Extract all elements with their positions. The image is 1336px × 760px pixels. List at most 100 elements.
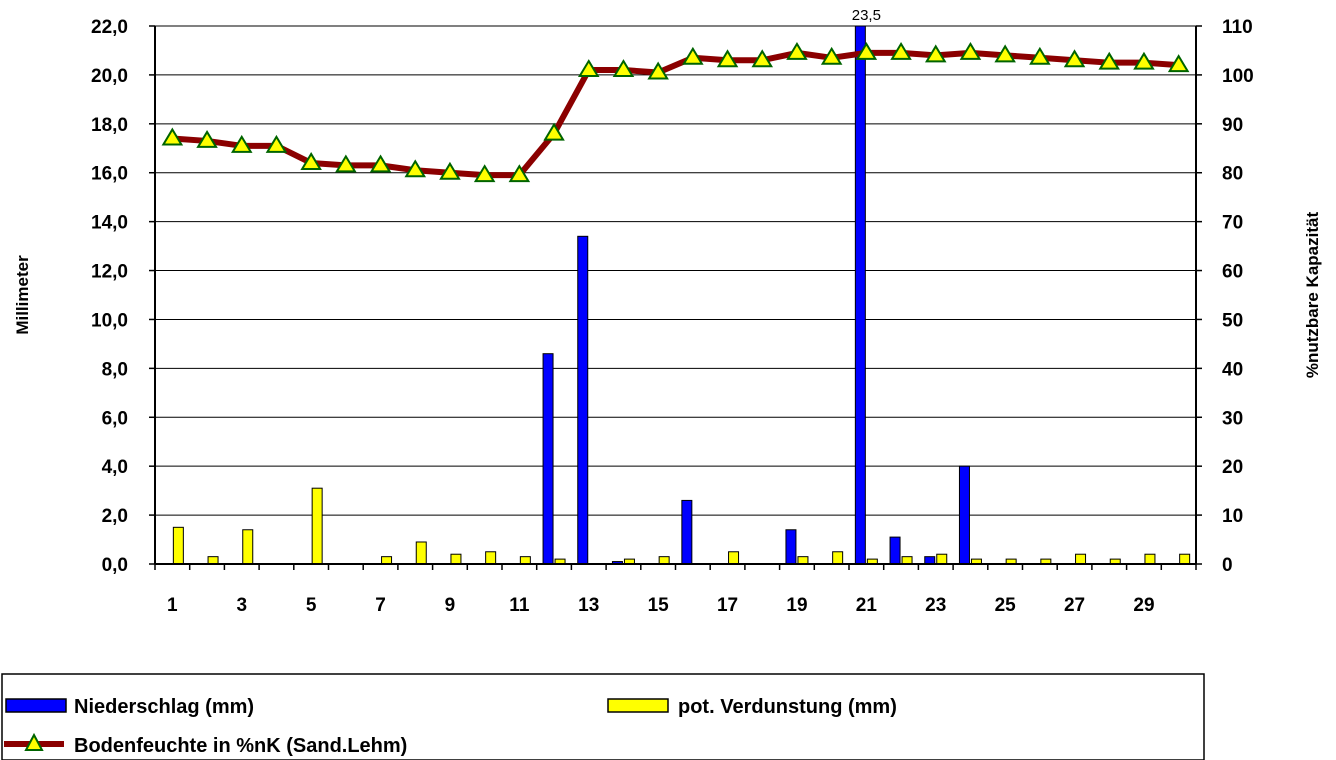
x-tick-label: 29 <box>1133 595 1154 616</box>
bar-evaporation <box>415 541 427 565</box>
bar-evaporation <box>519 556 531 565</box>
y-tick-layer: 0,0 2,0 4,0 6,0 8,0 10,0 12,0 14,0 16,0 18,0 20,0 2… <box>91 17 155 576</box>
legend-swatch-precipitation <box>5 698 67 713</box>
y2-tick-label: 20 <box>1222 457 1243 478</box>
bar-evaporation <box>728 551 740 565</box>
marker-soil-moisture <box>577 59 600 78</box>
y2-tick-label: 90 <box>1222 115 1243 136</box>
y2-tick-label: 70 <box>1222 213 1243 234</box>
marker-soil-moisture <box>786 41 808 60</box>
x-tick-label: 21 <box>856 595 878 616</box>
bar-evaporation <box>207 556 219 565</box>
marker-soil-moisture <box>439 161 461 180</box>
bar-evaporation <box>311 487 323 565</box>
y2-tick-label: 50 <box>1222 310 1243 331</box>
marker-soil-moisture <box>1167 54 1190 73</box>
bar-evaporation <box>658 556 670 565</box>
marker-soil-moisture <box>161 127 184 146</box>
y-tick-label: 6,0 <box>102 408 128 429</box>
bar-evaporation <box>485 551 497 565</box>
legend-swatch-soil-moisture-marker <box>24 732 44 751</box>
bar-evaporation <box>381 556 393 565</box>
x-tick-label: 1 <box>167 595 178 616</box>
legend-label-evaporation: pot. Verdunstung (mm) <box>678 696 897 718</box>
x-tick-label: 3 <box>236 595 247 616</box>
bar-evaporation <box>1144 553 1156 565</box>
bar-evaporation <box>242 529 254 565</box>
legend: Niederschlag (mm) pot. Verdunstung (mm) … <box>1 673 1205 760</box>
y-tick-label: 16,0 <box>91 164 128 185</box>
marker-soil-moisture <box>230 134 253 153</box>
y-tick-label: 8,0 <box>102 359 128 380</box>
y-tick-label: 4,0 <box>102 457 128 478</box>
bar-evaporation <box>1179 553 1191 565</box>
marker-soil-moisture <box>369 154 392 173</box>
marker-soil-moisture <box>959 41 982 60</box>
x-tick-label: 19 <box>786 595 807 616</box>
legend-box <box>1 673 1205 760</box>
x-tick-label: 5 <box>306 595 317 616</box>
bar-precipitation <box>889 536 901 565</box>
x-tick-layer: 1 3 5 7 9 11 13 15 17 19 21 23 25 27 29 <box>154 564 1197 616</box>
x-tick-label: 15 <box>648 595 670 616</box>
bar-precipitation <box>577 235 589 565</box>
y-tick-label: 18,0 <box>91 115 128 136</box>
bar-precipitation <box>681 499 693 565</box>
bar-evaporation <box>1075 553 1087 565</box>
marker-soil-moisture <box>543 122 565 141</box>
bar-precipitation <box>958 465 970 565</box>
x-tick-label: 13 <box>578 595 599 616</box>
marker-soil-moisture <box>1063 49 1086 68</box>
marker-soil-moisture <box>265 134 288 153</box>
marker-soil-moisture <box>751 49 774 68</box>
bar-evaporation <box>901 556 913 565</box>
y-tick-label: 14,0 <box>91 213 128 234</box>
bar-precipitation <box>924 556 936 565</box>
marker-soil-moisture <box>647 61 669 80</box>
marker-soil-moisture <box>994 44 1016 63</box>
bar-precipitation <box>542 353 554 565</box>
x-tick-label: 25 <box>995 595 1017 616</box>
bar-evaporation <box>172 526 184 565</box>
marker-soil-moisture <box>1098 51 1121 70</box>
y2-tick-label: 30 <box>1222 408 1243 429</box>
marker-soil-moisture <box>404 159 427 178</box>
x-tick-label: 27 <box>1064 595 1085 616</box>
y2-tick-label: 100 <box>1222 66 1254 87</box>
marker-soil-moisture <box>473 164 496 183</box>
y-tick-label: 22,0 <box>91 17 128 38</box>
y2-tick-label: 0 <box>1222 555 1233 576</box>
y-tick-label: 0,0 <box>102 555 128 576</box>
marker-soil-moisture <box>335 154 357 173</box>
y2-tick-label: 10 <box>1222 506 1243 527</box>
x-tick-label: 9 <box>445 595 456 616</box>
x-tick-label: 7 <box>375 595 386 616</box>
x-tick-label: 17 <box>717 595 738 616</box>
x-tick-label: 23 <box>925 595 946 616</box>
y-tick-label: 2,0 <box>102 506 128 527</box>
marker-soil-moisture <box>855 41 878 60</box>
legend-label-precipitation: Niederschlag (mm) <box>74 696 254 718</box>
x-tick-label: 11 <box>509 595 530 616</box>
y2-tick-label: 110 <box>1222 17 1253 38</box>
bar-evaporation <box>936 553 948 565</box>
y2-tick-label: 60 <box>1222 262 1243 283</box>
line-soil-moisture <box>172 49 1179 179</box>
gridlines <box>155 25 1196 516</box>
legend-swatch-evaporation <box>607 698 669 713</box>
bars-layer <box>172 25 1191 565</box>
marker-soil-moisture <box>924 44 947 63</box>
marker-soil-moisture <box>1133 51 1155 70</box>
y-axis-title: Millimeter <box>13 255 32 335</box>
line-layer <box>161 41 1190 183</box>
bar-precipitation <box>785 529 797 565</box>
marker-soil-moisture <box>820 46 843 65</box>
marker-soil-moisture <box>196 129 218 148</box>
bar-precipitation <box>854 25 866 565</box>
y2-axis-title: %nutzbare Kapazität <box>1303 212 1322 379</box>
marker-soil-moisture <box>508 164 531 183</box>
legend-label-soil-moisture: Bodenfeuchte in %nK (Sand.Lehm) <box>74 735 407 757</box>
marker-soil-moisture <box>1029 46 1051 65</box>
y-tick-label: 20,0 <box>91 66 128 87</box>
bar-evaporation <box>797 556 809 565</box>
